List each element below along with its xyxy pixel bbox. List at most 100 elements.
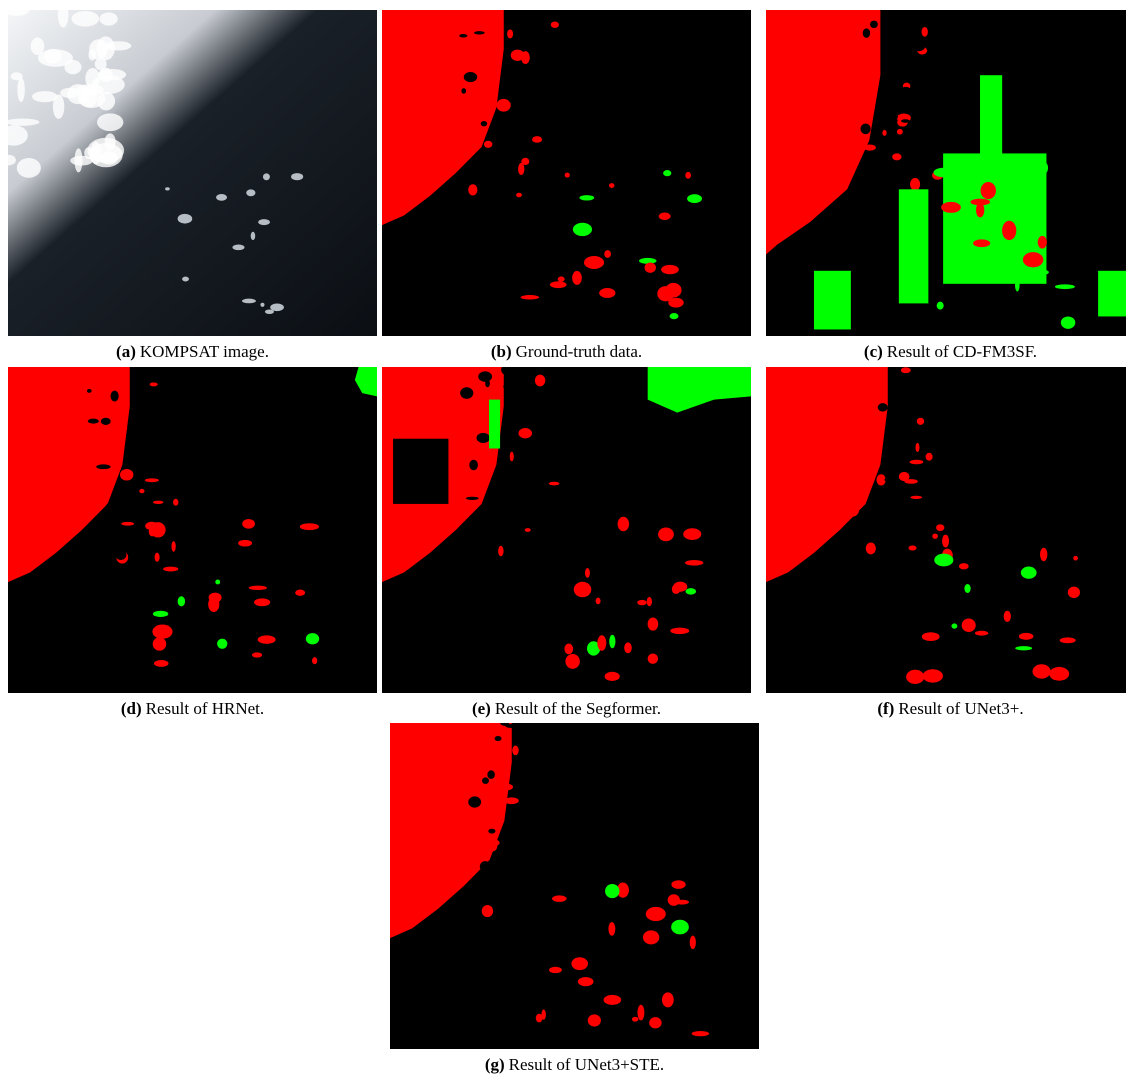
blob — [578, 977, 594, 986]
speck — [852, 536, 860, 547]
speck — [843, 402, 854, 413]
blob — [536, 1014, 543, 1023]
speck — [532, 502, 545, 506]
speck — [512, 746, 519, 756]
cloud — [182, 277, 189, 282]
speck — [510, 452, 514, 462]
blob — [579, 195, 594, 200]
panel: (e)Result of the Segformer. — [382, 367, 751, 719]
blob — [208, 597, 219, 612]
blob — [574, 582, 592, 598]
caption: (c)Result of CD-FM3SF. — [766, 342, 1126, 362]
blob — [605, 884, 619, 898]
blob — [899, 189, 929, 303]
panel: (b)Ground-truth data. — [382, 10, 751, 362]
blob — [252, 652, 262, 657]
speck — [85, 405, 96, 415]
speck — [481, 121, 487, 126]
panel: (a)KOMPSAT image. — [8, 10, 377, 362]
cloud — [44, 49, 62, 64]
speck — [494, 861, 503, 870]
speck — [460, 387, 473, 399]
speck — [861, 124, 871, 135]
blob — [692, 1031, 709, 1036]
blob — [588, 1014, 601, 1026]
speck — [917, 418, 925, 425]
speck — [912, 41, 925, 51]
speck — [932, 533, 938, 538]
blob — [178, 596, 185, 606]
blob — [597, 635, 606, 650]
speck — [101, 436, 108, 441]
speck — [477, 166, 491, 171]
caption-label: (e) — [472, 699, 491, 718]
speck — [498, 558, 505, 562]
blob — [550, 281, 567, 288]
blob — [973, 239, 990, 247]
speck — [863, 28, 870, 37]
blob — [572, 271, 582, 285]
speck — [889, 112, 897, 121]
speck — [461, 88, 466, 94]
speck — [468, 184, 477, 195]
blob — [571, 957, 588, 970]
cloud — [85, 68, 100, 89]
speck — [101, 418, 111, 425]
blob — [637, 1005, 644, 1021]
cloud — [99, 68, 113, 82]
blob — [661, 265, 679, 274]
cloud — [216, 194, 227, 201]
blob — [163, 567, 178, 572]
speck — [922, 27, 928, 37]
cloud — [96, 36, 114, 60]
caption: (f)Result of UNet3+. — [766, 699, 1126, 719]
blob — [242, 519, 255, 529]
cloud — [17, 158, 41, 178]
speck — [487, 839, 500, 846]
speck — [167, 399, 176, 407]
speck — [511, 907, 525, 915]
caption-text: KOMPSAT image. — [140, 342, 269, 361]
caption-text: Ground-truth data. — [516, 342, 643, 361]
speck — [145, 478, 159, 482]
blob — [152, 625, 172, 639]
blob — [258, 635, 276, 643]
speck — [480, 551, 485, 557]
blob — [980, 75, 1002, 166]
speck — [910, 178, 920, 191]
blob — [648, 617, 659, 630]
speck — [527, 844, 540, 852]
speck — [923, 503, 930, 510]
blob — [1040, 548, 1047, 561]
blob — [941, 202, 961, 213]
speck — [518, 428, 532, 438]
speck — [507, 29, 513, 38]
speck — [500, 784, 513, 791]
speck — [885, 477, 893, 482]
caption-text: Result of UNet3+. — [898, 699, 1023, 718]
speck — [474, 31, 485, 34]
cloud — [270, 303, 284, 311]
speck — [545, 843, 550, 848]
blob — [1015, 646, 1032, 650]
speck — [168, 473, 173, 480]
blob — [489, 400, 500, 449]
speck — [858, 414, 872, 427]
caption: (e)Result of the Segformer. — [382, 699, 751, 719]
speck — [937, 14, 942, 20]
cloud — [64, 60, 81, 74]
speck — [546, 112, 556, 123]
speck — [503, 384, 507, 389]
blob — [1055, 284, 1075, 289]
blob — [658, 528, 674, 542]
speck — [462, 538, 475, 547]
speck — [864, 144, 876, 150]
speck — [901, 87, 910, 91]
speck — [464, 72, 477, 82]
speck — [485, 380, 490, 387]
speck — [140, 387, 154, 397]
blob — [215, 580, 220, 585]
panel-image — [382, 10, 751, 336]
caption-label: (f) — [877, 699, 894, 718]
blob — [922, 632, 940, 641]
